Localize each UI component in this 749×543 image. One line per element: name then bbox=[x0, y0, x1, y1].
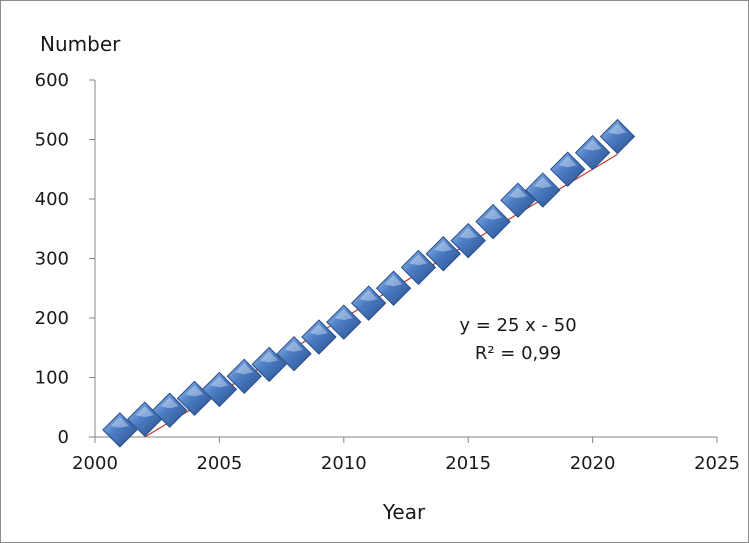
diamond-highlight bbox=[160, 397, 179, 409]
data-point bbox=[525, 172, 561, 208]
data-point bbox=[326, 304, 362, 340]
diamond-marker bbox=[574, 134, 611, 171]
data-point bbox=[550, 151, 586, 187]
data-point bbox=[350, 285, 387, 321]
y-tick-label: 300 bbox=[35, 249, 69, 270]
data-point bbox=[226, 358, 262, 395]
diamond-highlight bbox=[185, 385, 204, 397]
diamond-marker bbox=[326, 304, 362, 340]
diamond-highlight bbox=[558, 156, 577, 168]
y-axis-title: Number bbox=[40, 32, 121, 56]
diamond-marker bbox=[500, 182, 536, 218]
diamond-highlight bbox=[110, 416, 129, 428]
data-point bbox=[599, 118, 636, 155]
data-point bbox=[375, 270, 412, 306]
diamond-highlight bbox=[235, 363, 254, 375]
data-point bbox=[151, 392, 188, 428]
x-tick-label: 2010 bbox=[321, 453, 367, 474]
data-point bbox=[301, 319, 337, 355]
diamond-marker bbox=[276, 335, 312, 372]
data-point bbox=[400, 249, 437, 286]
diamond-marker bbox=[102, 412, 138, 448]
diamond-highlight bbox=[409, 254, 428, 266]
diamond-marker bbox=[599, 118, 636, 155]
diamond-highlight bbox=[359, 290, 378, 302]
x-ticks: 2000 2005 2010 2015 2020 2025 bbox=[72, 437, 740, 474]
y-tick-label: 600 bbox=[35, 70, 69, 91]
diamond-highlight bbox=[135, 406, 154, 418]
x-tick-label: 2005 bbox=[196, 453, 242, 474]
y-tick-label: 500 bbox=[35, 130, 69, 151]
diamond-highlight bbox=[210, 376, 229, 388]
x-tick-label: 2015 bbox=[445, 453, 491, 474]
data-point bbox=[450, 222, 486, 259]
diamond-marker bbox=[251, 346, 287, 383]
x-tick-label: 2020 bbox=[570, 453, 616, 474]
diamond-highlight bbox=[484, 208, 503, 220]
diamond-marker bbox=[525, 172, 561, 208]
r-squared-label: R² = 0,99 bbox=[475, 343, 561, 364]
diamond-marker bbox=[425, 236, 462, 272]
diamond-highlight bbox=[334, 309, 353, 321]
diamond-highlight bbox=[309, 324, 328, 336]
diamond-highlight bbox=[508, 187, 527, 199]
data-point bbox=[500, 182, 536, 218]
diamond-highlight bbox=[434, 240, 453, 252]
y-tick-label: 400 bbox=[35, 189, 69, 210]
diamond-highlight bbox=[384, 275, 403, 287]
diamond-marker bbox=[151, 392, 188, 428]
diamond-marker bbox=[350, 285, 387, 321]
diamond-marker bbox=[301, 319, 337, 355]
x-tick-label: 2025 bbox=[694, 453, 740, 474]
diamond-highlight bbox=[260, 351, 279, 363]
diamond-marker bbox=[550, 151, 586, 187]
diamond-highlight bbox=[608, 123, 627, 135]
data-point bbox=[201, 371, 238, 408]
diamond-highlight bbox=[459, 227, 478, 239]
data-point bbox=[276, 335, 312, 372]
data-point bbox=[251, 346, 287, 383]
y-tick-label: 200 bbox=[35, 308, 69, 329]
x-axis-title: Year bbox=[382, 500, 426, 524]
diamond-marker bbox=[475, 203, 511, 240]
diamond-marker bbox=[226, 358, 262, 395]
data-point bbox=[425, 236, 462, 272]
diamond-marker bbox=[375, 270, 412, 306]
diamond-marker bbox=[201, 371, 238, 408]
diamond-marker bbox=[400, 249, 437, 286]
data-point bbox=[102, 412, 138, 448]
diamond-highlight bbox=[285, 340, 304, 352]
trendline-equation: y = 25 x - 50 bbox=[459, 315, 576, 336]
diamond-highlight bbox=[533, 177, 552, 189]
y-tick-label: 0 bbox=[58, 427, 69, 448]
data-point bbox=[475, 203, 511, 240]
x-tick-label: 2000 bbox=[72, 453, 118, 474]
y-tick-label: 100 bbox=[35, 368, 69, 389]
data-points bbox=[102, 118, 636, 448]
y-ticks: 0 100 200 300 400 500 600 bbox=[35, 70, 95, 448]
data-point bbox=[574, 134, 611, 171]
diamond-highlight bbox=[583, 139, 602, 151]
diamond-marker bbox=[450, 222, 486, 259]
